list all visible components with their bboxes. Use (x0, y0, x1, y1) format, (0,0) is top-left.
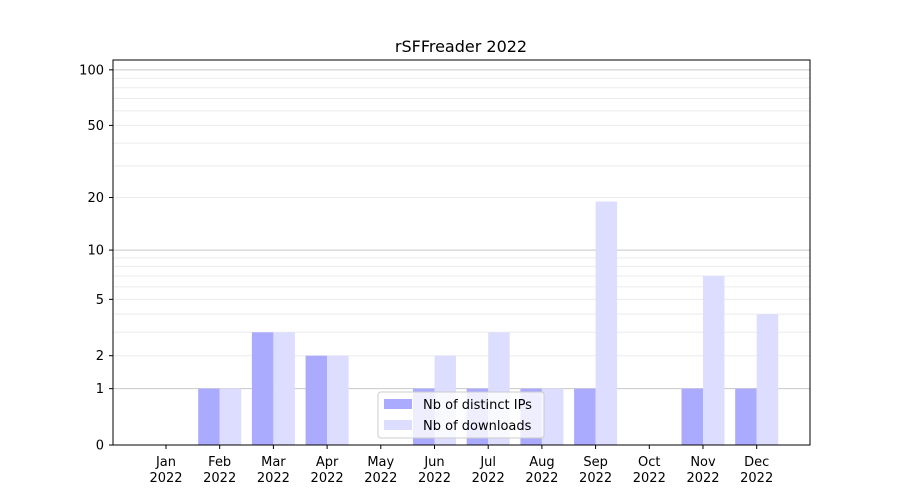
legend-box (377, 391, 545, 439)
x-axis: Jan2022Feb2022Mar2022Apr2022May2022Jun20… (149, 445, 773, 486)
x-tick-label-year: 2022 (740, 471, 773, 486)
x-tick-label-year: 2022 (686, 471, 719, 486)
x-tick-label-month: May (367, 455, 394, 470)
bar-ips (735, 388, 757, 445)
x-tick-label-year: 2022 (257, 471, 290, 486)
x-tick-label-month: Aug (529, 455, 554, 470)
x-tick-label-year: 2022 (472, 471, 505, 486)
bar-ips (251, 332, 274, 445)
plot-frame (112, 59, 811, 446)
x-tick-label-month: Jan (155, 455, 176, 470)
bar-downloads (595, 201, 618, 445)
x-tick-label-year: 2022 (525, 471, 558, 486)
x-tick-label-year: 2022 (579, 471, 612, 486)
y-tick-label: 10 (87, 244, 104, 259)
bar-ips (574, 388, 596, 445)
bar-ips (198, 388, 220, 445)
bar-downloads (327, 355, 349, 445)
x-tick-label-year: 2022 (633, 471, 666, 486)
bar-ips (681, 388, 703, 445)
x-tick-label-month: Jul (479, 455, 496, 470)
x-tick-label-year: 2022 (149, 471, 182, 486)
bar-downloads (756, 314, 779, 445)
x-tick-label-month: Apr (316, 455, 339, 470)
legend-label-downloads: Nb of downloads (423, 419, 532, 434)
x-tick-label-month: Nov (690, 455, 716, 470)
y-tick-label: 20 (87, 191, 104, 206)
bar-downloads (541, 388, 564, 445)
x-tick-label-month: Sep (583, 455, 608, 470)
legend-swatch-ips (384, 399, 412, 409)
legend-swatch-downloads (384, 420, 412, 430)
legend: Nb of distinct IPs Nb of downloads (377, 391, 545, 439)
y-tick-label: 100 (79, 63, 104, 78)
y-axis: 0 1 2 5 10 20 50 100 (79, 63, 113, 454)
y-tick-label: 2 (96, 349, 104, 364)
bar-downloads (273, 332, 295, 445)
x-tick-label-month: Jun (423, 455, 444, 470)
y-tick-label: 1 (96, 382, 104, 397)
bar-downloads (703, 275, 725, 445)
x-tick-label-year: 2022 (418, 471, 451, 486)
x-tick-label-year: 2022 (364, 471, 397, 486)
y-tick-label: 50 (87, 119, 104, 134)
x-tick-label-year: 2022 (203, 471, 236, 486)
bar-ips (305, 355, 328, 445)
y-tick-label: 5 (96, 293, 104, 308)
y-tick-label: 0 (96, 439, 104, 454)
x-tick-label-month: Feb (208, 455, 231, 470)
x-tick-label-month: Mar (261, 455, 286, 470)
grid (113, 69, 810, 390)
legend-label-ips: Nb of distinct IPs (423, 398, 532, 413)
x-tick-label-month: Oct (638, 455, 660, 470)
chart-title: rSFFreader 2022 (395, 37, 527, 56)
x-tick-label-year: 2022 (311, 471, 344, 486)
x-tick-label-month: Dec (744, 455, 769, 470)
bar-downloads (219, 388, 242, 445)
